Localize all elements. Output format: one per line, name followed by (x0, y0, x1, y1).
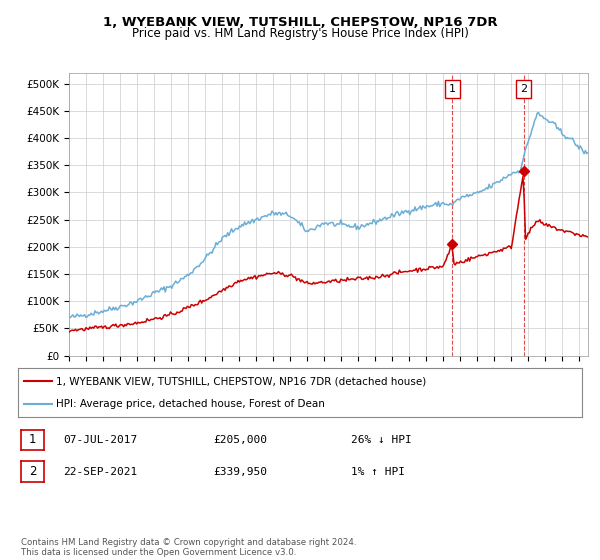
Text: £205,000: £205,000 (213, 435, 267, 445)
Text: 1% ↑ HPI: 1% ↑ HPI (351, 466, 405, 477)
Text: 2: 2 (520, 84, 527, 94)
Text: 07-JUL-2017: 07-JUL-2017 (63, 435, 137, 445)
Text: 22-SEP-2021: 22-SEP-2021 (63, 466, 137, 477)
Text: 1, WYEBANK VIEW, TUTSHILL, CHEPSTOW, NP16 7DR: 1, WYEBANK VIEW, TUTSHILL, CHEPSTOW, NP1… (103, 16, 497, 29)
Text: Price paid vs. HM Land Registry's House Price Index (HPI): Price paid vs. HM Land Registry's House … (131, 27, 469, 40)
Text: 2: 2 (29, 465, 36, 478)
Text: £339,950: £339,950 (213, 466, 267, 477)
Text: 1: 1 (449, 84, 456, 94)
Text: Contains HM Land Registry data © Crown copyright and database right 2024.
This d: Contains HM Land Registry data © Crown c… (21, 538, 356, 557)
Text: HPI: Average price, detached house, Forest of Dean: HPI: Average price, detached house, Fore… (56, 399, 325, 409)
Text: 1: 1 (29, 433, 36, 446)
Text: 26% ↓ HPI: 26% ↓ HPI (351, 435, 412, 445)
Text: 1, WYEBANK VIEW, TUTSHILL, CHEPSTOW, NP16 7DR (detached house): 1, WYEBANK VIEW, TUTSHILL, CHEPSTOW, NP1… (56, 376, 427, 386)
